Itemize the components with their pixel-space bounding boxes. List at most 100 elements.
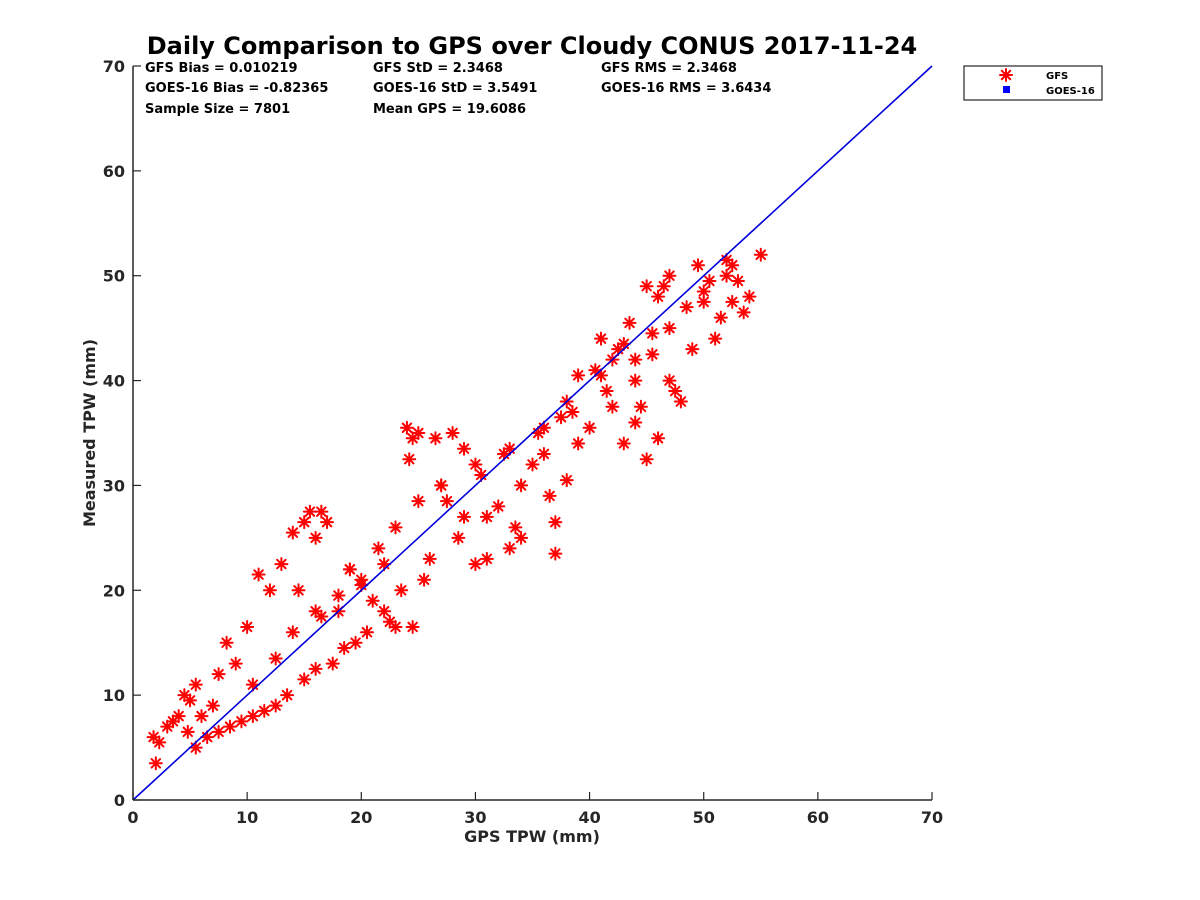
gfs-point [696,284,711,299]
gfs-point [457,509,472,524]
x-tick-label: 40 [578,808,600,827]
gfs-point [725,258,740,273]
gfs-point [719,268,734,283]
x-tick-label: 0 [127,808,138,827]
gfs-point-stroke [407,621,418,633]
gfs-point-stroke [664,270,675,281]
gfs-point [730,273,745,288]
gfs-point-stroke [550,516,561,528]
gfs-point-stroke [629,417,641,428]
y-tick-label: 30 [103,476,125,495]
gfs-point [525,457,540,472]
gfs-point-stroke [607,401,618,413]
gfs-point-stroke [721,270,732,281]
gfs-point-stroke [675,396,687,407]
gfs-point [160,719,175,734]
legend-box [963,65,1103,101]
x-tick-label: 50 [693,808,715,827]
gfs-point-stroke [321,516,333,528]
plot-area [132,65,933,801]
gfs-point-stroke [687,343,698,355]
gfs-point [491,499,506,514]
gfs-point [679,300,694,315]
gfs-point [628,373,643,388]
gfs-point-stroke [1000,69,1012,81]
gfs-point-stroke [732,275,744,287]
y-tick-label: 20 [103,581,125,600]
gfs-point [342,562,357,577]
gfs-point-stroke [709,333,721,344]
gfs-point [742,289,757,304]
gfs-point-stroke [441,495,453,507]
x-tick-label: 70 [921,808,943,827]
gfs-point [565,405,580,420]
gfs-point-stroke [435,480,447,491]
gfs-point-stroke [378,606,390,617]
gfs-point [645,326,660,341]
gfs-point [536,446,551,461]
gfs-point-stroke [384,616,396,627]
gfs-point [262,583,277,598]
y-tick-label: 0 [114,791,125,810]
gfs-point [651,289,666,304]
gfs-point [280,688,295,703]
gfs-point-stroke [413,427,424,439]
gfs-point-stroke [182,726,194,738]
gfs-point-stroke [287,527,299,538]
gfs-point-stroke [624,317,635,329]
legend: GFS GOES-16 [963,65,1103,101]
gfs-point [348,635,363,650]
gfs-point-stroke [475,469,487,481]
gfs-point [542,488,557,503]
gfs-point-stroke [361,626,373,638]
gfs-point-stroke [704,275,715,287]
gfs-point-stroke [601,385,612,397]
gfs-point-stroke [555,412,567,423]
gfs-point-stroke [338,642,350,654]
gfs-point-stroke [154,737,165,748]
gfs-point [180,724,195,739]
gfs-point [508,520,523,535]
gfs-point [377,604,392,619]
gfs-point-stroke [173,710,184,722]
gfs-point [548,546,563,561]
gfs-point-stroke [595,333,607,344]
gfs-point [291,583,306,598]
gfs-point-stroke [504,443,515,454]
y-ticks: 0 10 20 30 40 50 60 70 [103,57,141,810]
gfs-point-stroke [247,710,259,722]
gfs-point-stroke [590,364,601,376]
gfs-point [411,494,426,509]
x-axis-label: GPS TPW (mm) [464,827,600,846]
gfs-point-stroke [298,674,310,685]
gfs-point [314,609,329,624]
y-tick-label: 60 [103,162,125,181]
gfs-point [297,672,312,687]
gfs-point [411,426,426,440]
legend-goes16-label: GOES-16 [1046,86,1095,97]
gfs-point-stroke [572,438,584,449]
gfs-point-stroke [647,328,658,339]
gfs-point [468,557,483,572]
gfs-point [736,305,751,320]
gfs-point [662,268,677,283]
gfs-point-stroke [310,606,321,617]
gfs-point-stroke [681,301,692,313]
gfs-point [371,541,386,556]
gfs-point [662,373,677,388]
gfs-point [582,420,597,435]
x-ticks: 0 10 20 30 40 50 60 70 [127,792,943,827]
gfs-point-stroke [236,716,247,727]
gfs-point [183,693,198,708]
gfs-point-stroke [561,474,572,486]
gfs-point [331,588,346,603]
gfs-point-stroke [458,511,470,523]
gfs-point [662,321,677,336]
gfs-point [668,384,683,399]
legend-gfs-marker [999,68,1013,82]
gfs-point-stroke [470,459,481,470]
legend-gfs-label: GFS [1046,71,1068,82]
gfs-point-stroke [527,459,538,470]
gfs-point [593,368,608,383]
